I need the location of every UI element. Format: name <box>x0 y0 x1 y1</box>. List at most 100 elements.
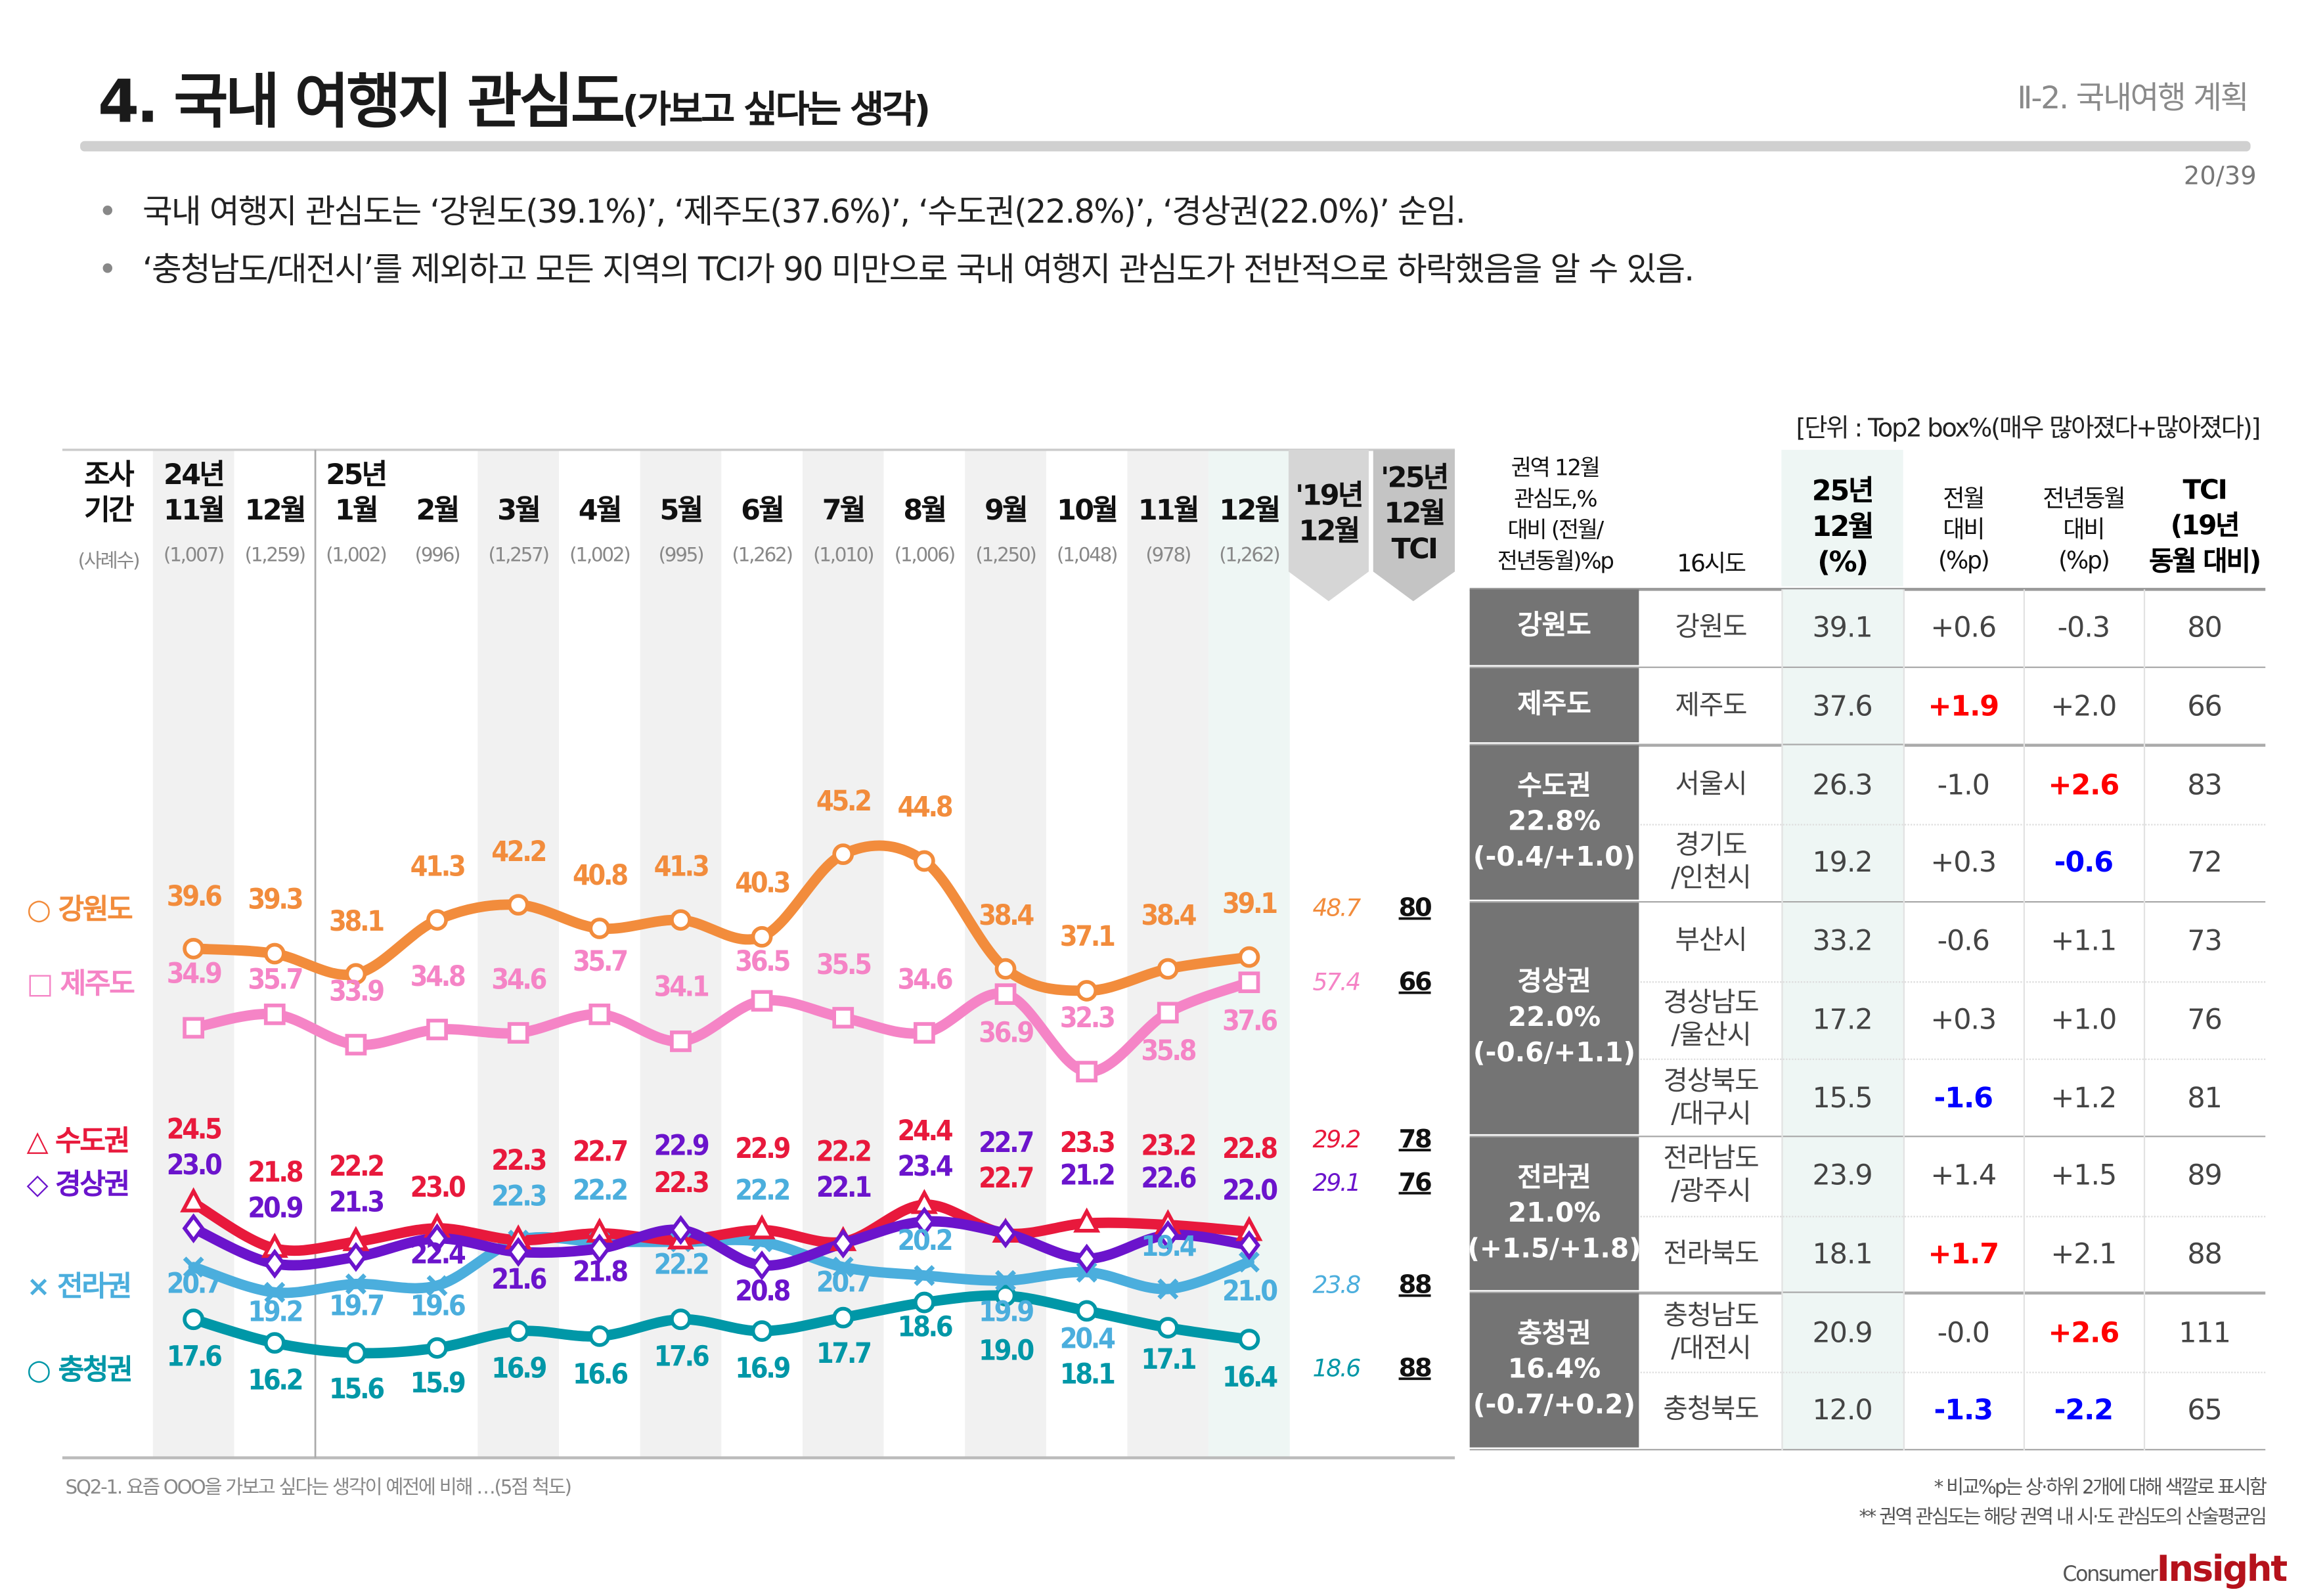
data-label-경상권: 21.6 <box>491 1263 546 1296</box>
data-label-수도권: 22.8 <box>1222 1132 1277 1165</box>
tci-value-충청권: 88 <box>1399 1353 1431 1383</box>
data-point-충청권 <box>507 1320 529 1342</box>
data-point-강원도 <box>1076 980 1098 1002</box>
column-header-2: 25년 12월 (%) <box>1781 474 1903 581</box>
data-point-경상권 <box>831 1228 854 1259</box>
month-label: 6월 <box>741 494 785 527</box>
legend-item-제주도: □ 제주도 <box>26 967 135 1001</box>
data-label-제주도: 34.9 <box>167 957 221 990</box>
region-name: 전라북도 <box>1663 1237 1759 1270</box>
data-point-전라권 <box>264 1281 286 1303</box>
data-label-강원도: 38.4 <box>1141 899 1196 932</box>
data-label-제주도: 34.8 <box>410 960 465 993</box>
data-point-제주도 <box>1238 971 1260 994</box>
data-point-강원도 <box>913 850 935 872</box>
cell-mom: -0.0 <box>1937 1316 1990 1349</box>
data-point-수도권 <box>180 1187 208 1212</box>
cell-region: 전라북도 <box>1641 1215 1782 1293</box>
data-point-충청권 <box>1076 1300 1098 1322</box>
sample-size: (1,250) <box>975 544 1037 567</box>
footnote-2: ** 권역 관심도는 해당 권역 내 시·도 관심도의 산술평균임 <box>1859 1507 2267 1530</box>
month-label: 7월 <box>822 494 866 527</box>
region-name: 경기도 <box>1675 830 1748 862</box>
cell-tci: 89 <box>2187 1159 2223 1193</box>
header-text: 동월 대비) <box>2149 546 2261 578</box>
month-label: 10월 <box>1057 494 1119 527</box>
data-label-제주도: 34.1 <box>654 971 709 1004</box>
data-point-경상권 <box>263 1249 286 1279</box>
group-rule <box>1469 1448 2266 1451</box>
tci-value-강원도: 80 <box>1399 893 1431 923</box>
month-label: 8월 <box>903 494 947 527</box>
current-col-bg <box>1781 745 1903 902</box>
region-name: 서울시 <box>1675 768 1748 800</box>
data-label-전라권: 22.3 <box>491 1180 545 1212</box>
data-label-제주도: 32.3 <box>1060 1002 1114 1034</box>
header-text: 전월 <box>1943 483 1985 512</box>
tci-value-제주도: 66 <box>1399 967 1431 997</box>
group-cell-충청권: 충청권 16.4% (-0.7/+0.2) <box>1469 1293 1639 1448</box>
tci-header: '25년 <box>1381 461 1449 495</box>
bullet-dot-icon: • <box>98 252 117 290</box>
header-rule <box>1469 588 2266 590</box>
data-label-경상권: 20.9 <box>248 1191 302 1224</box>
region-name: 부산시 <box>1675 925 1748 956</box>
data-label-수도권: 24.4 <box>898 1115 953 1147</box>
group-cell-경상권: 경상권 22.0% (-0.6/+1.1) <box>1469 902 1639 1134</box>
data-label-경상권: 22.9 <box>654 1130 709 1163</box>
group-text: 제주도 <box>1517 688 1591 720</box>
region-name: 경상남도 <box>1663 986 1759 1019</box>
cell-yoy: +1.5 <box>2050 1159 2117 1193</box>
column-header-1: 16시도 <box>1641 548 1782 579</box>
data-label-전라권: 19.7 <box>329 1290 383 1323</box>
cell-yoy: +2.0 <box>2050 690 2117 723</box>
sample-size: (1,257) <box>488 544 550 567</box>
cell-mom: +1.7 <box>1928 1237 1999 1271</box>
data-point-제주도 <box>670 1031 692 1052</box>
cell-tci: 88 <box>2187 1237 2223 1271</box>
data-label-경상권: 22.4 <box>410 1238 466 1271</box>
header-text: 대비 <box>1943 515 1985 544</box>
cell-mom: +0.3 <box>1930 1003 1997 1036</box>
cell-value: 12.0 <box>1812 1394 1872 1427</box>
column-rule <box>2023 589 2026 1450</box>
data-label-수도권: 22.7 <box>979 1162 1032 1195</box>
data-label-강원도: 42.2 <box>491 835 545 868</box>
column-rule <box>1903 589 1905 1450</box>
group-text: (-0.4/+1.0) <box>1473 841 1636 874</box>
data-point-경상권 <box>669 1214 692 1245</box>
group-text: (+1.5/+1.8) <box>1467 1233 1641 1264</box>
column-header-4: 전년동월 대비 (%p) <box>2024 483 2144 576</box>
group-text: 22.0% <box>1507 1002 1601 1033</box>
cell-yoy: +2.1 <box>2050 1237 2117 1271</box>
data-point-전라권 <box>426 1275 448 1297</box>
sample-size: (1,002) <box>326 544 388 567</box>
data-label-충청권: 19.0 <box>979 1334 1034 1367</box>
cell-yoy: +1.2 <box>2050 1081 2117 1115</box>
consumer-insight-logo: ConsumerInsight <box>2062 1548 2288 1589</box>
header-text: 12월 <box>1811 510 1874 544</box>
data-label-전라권: 20.7 <box>816 1266 870 1298</box>
tci-value-경상권: 76 <box>1399 1168 1431 1197</box>
ref-2019-header: 12월 <box>1298 515 1360 548</box>
data-label-강원도: 39.6 <box>167 880 221 913</box>
group-rule <box>1469 744 2266 747</box>
bullet-dot-icon: • <box>98 194 117 232</box>
group-rule <box>1469 666 2266 669</box>
cell-tci: 80 <box>2187 612 2223 645</box>
month-label: 5월 <box>659 494 703 527</box>
title-main: 4. 국내 여행지 관심도 <box>98 68 625 137</box>
column-band <box>477 449 560 1458</box>
cell-region: 경기도/인천시 <box>1641 824 1782 902</box>
row-rule <box>1640 1371 2266 1373</box>
ref-2019-value-경상권: 29.1 <box>1313 1168 1360 1197</box>
region-name: 경상북도 <box>1663 1065 1759 1097</box>
cell-mom: -1.0 <box>1937 768 1990 801</box>
data-label-전라권: 19.2 <box>248 1296 301 1329</box>
data-label-전라권: 20.7 <box>167 1268 221 1300</box>
data-label-수도권: 23.2 <box>1141 1130 1195 1163</box>
data-label-전라권: 22.2 <box>654 1248 708 1281</box>
tci-value-수도권: 78 <box>1399 1124 1431 1154</box>
data-label-수도권: 22.9 <box>735 1132 789 1165</box>
header-text: (%) <box>1817 546 1869 579</box>
